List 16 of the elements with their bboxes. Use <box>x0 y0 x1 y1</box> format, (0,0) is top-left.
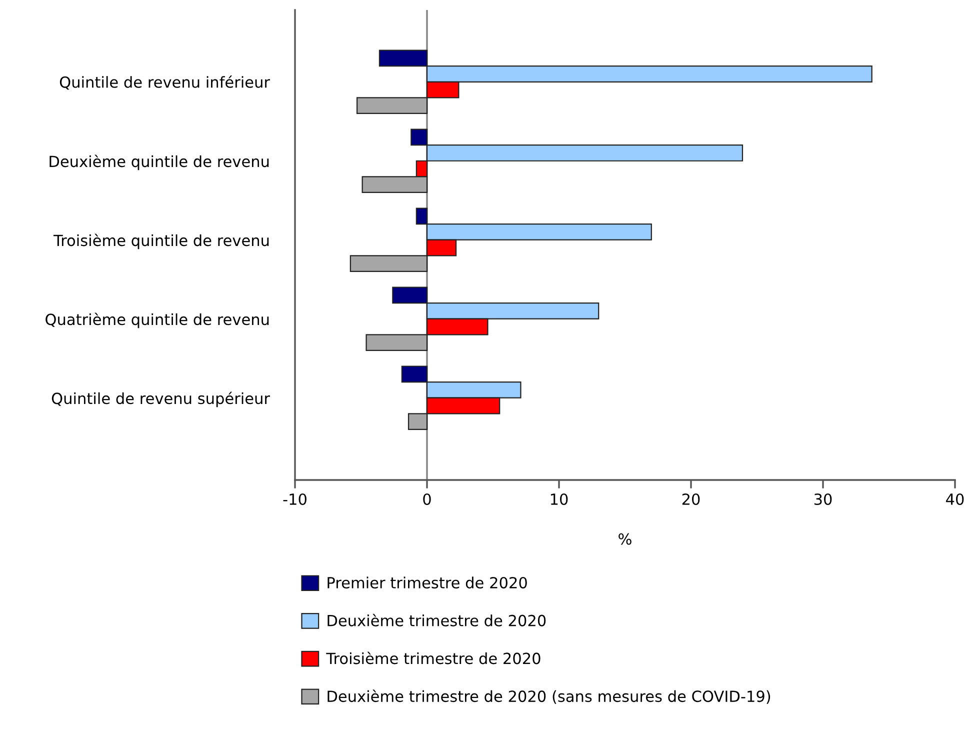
legend-label: Premier trimestre de 2020 <box>328 576 527 588</box>
x-tick-label: 40 <box>946 493 964 506</box>
legend-label: Troisième trimestre de 2020 <box>326 652 540 664</box>
x-tick-label: 20 <box>682 493 700 506</box>
x-tick-label: -10 <box>283 493 306 506</box>
legend-label: Deuxième trimestre de 2020 <box>328 614 546 626</box>
x-tick-label: 10 <box>550 493 568 506</box>
x-tick-label: 30 <box>814 493 832 506</box>
y-tick-label: Quintile de revenu inférieur <box>60 75 270 90</box>
x-axis-title: % <box>618 533 632 545</box>
y-tick-label: Deuxième quintile de revenu <box>50 154 269 170</box>
y-tick-label: Quintile de revenu supérieur <box>52 392 270 408</box>
y-tick-label: Quatrième quintile de revenu <box>46 312 269 328</box>
y-tick-label: Troisième quintile de revenu <box>53 234 269 250</box>
legend-label: Deuxième trimestre de 2020 (sans mesures de COVID-19) <box>328 690 770 704</box>
x-tick-label: 0 <box>423 493 431 506</box>
